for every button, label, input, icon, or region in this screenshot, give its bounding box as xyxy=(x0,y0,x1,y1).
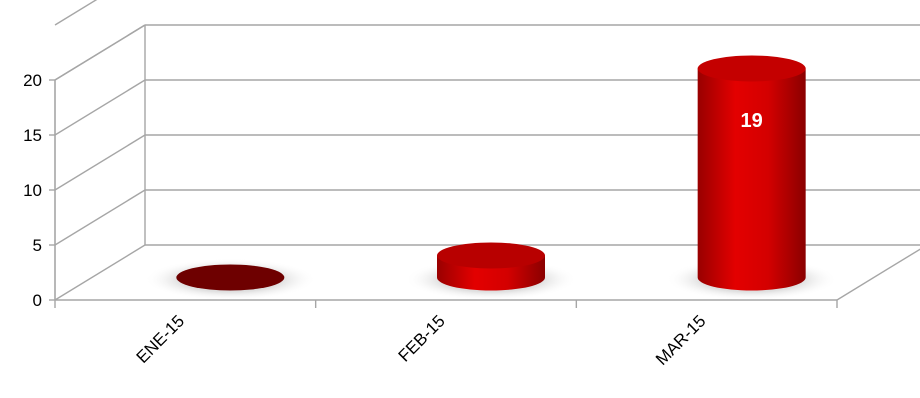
bar-cap xyxy=(176,264,285,291)
bar-MAR-15 xyxy=(665,55,838,301)
y-tick-label: 20 xyxy=(23,71,42,90)
gridline-side xyxy=(54,0,98,26)
x-tick-label: ENE-15 xyxy=(133,311,189,367)
y-tick-label: 0 xyxy=(33,291,42,310)
x-tick-label: MAR-15 xyxy=(652,311,710,369)
gridline-side xyxy=(54,189,146,246)
bar-cap xyxy=(697,55,806,82)
labels: 0 5 10 15 20 19 ENE-15 FEB-15 MAR-15 xyxy=(23,71,763,369)
gridline-side xyxy=(54,24,146,81)
bar-FEB-15 xyxy=(405,242,577,301)
bar-body xyxy=(697,68,806,291)
axes xyxy=(49,79,920,308)
gridline-side xyxy=(54,244,146,301)
gridline-side xyxy=(54,134,146,191)
y-tick-label: 5 xyxy=(33,236,42,255)
bar-ENE-15 xyxy=(144,258,317,301)
gridline-side xyxy=(54,79,146,136)
y-tick-label: 15 xyxy=(23,126,42,145)
bar-cap xyxy=(437,242,545,269)
floor-right-edge xyxy=(836,248,920,301)
data-label: 19 xyxy=(741,110,763,132)
bars xyxy=(144,55,838,301)
x-tick-label: FEB-15 xyxy=(395,311,449,365)
y-tick-label: 10 xyxy=(23,181,42,200)
